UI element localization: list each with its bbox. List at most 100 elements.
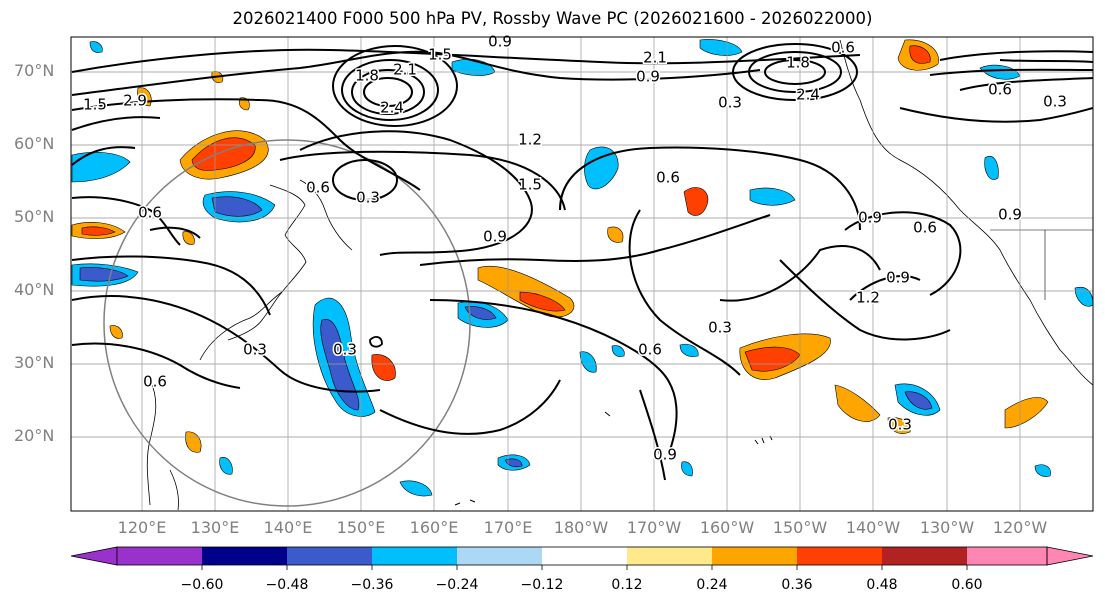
colorbar-segment	[372, 547, 457, 565]
contour-label: 0.6	[831, 39, 855, 57]
contour-label: 0.9	[483, 228, 507, 246]
shade-negative	[611, 345, 625, 357]
contour-label: 2.4	[380, 99, 404, 117]
colorbar-segment	[202, 547, 287, 565]
shade-negative	[451, 59, 496, 76]
shade-positive	[834, 384, 881, 422]
contour-label: 1.8	[355, 67, 379, 85]
shade-positive	[607, 226, 624, 243]
shade-negative	[89, 41, 103, 53]
colorbar-tick-label: 0.12	[611, 577, 643, 593]
shade-positive	[185, 431, 202, 453]
colorbar-segment	[542, 547, 627, 565]
plot-title: 2026021400 F000 500 hPa PV, Rossby Wave …	[232, 9, 873, 28]
colorbar-segment	[967, 547, 1047, 565]
colorbar-tick-label: 0.24	[696, 577, 728, 593]
colorbar-segment	[287, 547, 372, 565]
colorbar-segment	[797, 547, 882, 565]
lon-label: 160°E	[409, 518, 459, 537]
colorbar-tick-label: 0.48	[866, 577, 898, 593]
shade-negative	[219, 457, 233, 475]
lon-label: 170°E	[483, 518, 533, 537]
contour-label: 0.9	[653, 446, 677, 464]
contour-label: 0.3	[356, 189, 380, 207]
shade-negative	[1034, 464, 1051, 477]
contour-label: 0.6	[306, 179, 330, 197]
shade-negative	[699, 39, 743, 56]
shade-negative	[464, 306, 497, 320]
contour-label: 2.4	[796, 86, 820, 104]
contour-label: 0.9	[886, 269, 910, 287]
lat-label-40n: 40°N	[14, 280, 55, 299]
colorbar-tick-label: −0.48	[265, 577, 309, 593]
shade-negative	[681, 461, 693, 477]
shade-positive	[887, 417, 911, 434]
lon-label: 150°W	[772, 518, 828, 537]
lon-label: 140°E	[263, 518, 313, 537]
colorbar-segment	[627, 547, 712, 565]
contour-label: 0.3	[243, 341, 267, 359]
contour-label: 0.9	[858, 209, 882, 227]
lon-label: 120°W	[992, 518, 1048, 537]
gridlines	[71, 37, 1093, 511]
lat-label-20n: 20°N	[14, 426, 55, 445]
contour-label: 1.5	[83, 96, 107, 114]
colorbar-tick-label: −0.36	[350, 577, 394, 593]
contour-label: 0.6	[138, 204, 162, 222]
shade-positive	[81, 226, 116, 236]
shade-positive	[1004, 397, 1049, 429]
contour-label: 1.2	[856, 289, 880, 307]
contour-label: 0.3	[1043, 93, 1067, 111]
colorbar-tick-label: −0.12	[520, 577, 564, 593]
shade-positive	[238, 97, 250, 111]
contour-label: 0.3	[333, 341, 357, 359]
contour-label: 0.3	[718, 94, 742, 112]
contour-label: 1.2	[518, 131, 542, 149]
shade-positive	[683, 187, 709, 216]
map-area	[71, 37, 1093, 511]
contour-label: 1.5	[428, 46, 452, 64]
shade-negative	[984, 156, 999, 180]
contour-label: 1.5	[518, 176, 542, 194]
shade-positive	[909, 45, 931, 64]
shade-positive	[371, 354, 396, 381]
reference-circle	[103, 139, 471, 507]
lon-label: 160°W	[699, 518, 755, 537]
colorbar-tick-label: −0.24	[435, 577, 479, 593]
contour-label: 2.1	[393, 61, 417, 79]
contour-label: 0.6	[143, 373, 167, 391]
shade-positive	[182, 231, 195, 245]
colorbar-segment	[457, 547, 542, 565]
map-frame	[70, 36, 1094, 512]
colorbar-extend-right	[1046, 546, 1094, 566]
contour-label: 0.9	[636, 68, 660, 86]
lon-label: 150°E	[336, 518, 386, 537]
contour-label: 0.9	[998, 206, 1022, 224]
colorbar-tick-label: 0.60	[951, 577, 983, 593]
lat-label-60n: 60°N	[14, 134, 55, 153]
shade-negative	[904, 391, 933, 410]
contour-label: 0.3	[708, 319, 732, 337]
shade-negative	[399, 480, 433, 497]
colorbar-segment	[712, 547, 797, 565]
colorbar-extend-left	[70, 546, 118, 566]
colorbar-tick-label: 0.36	[781, 577, 813, 593]
lat-label-50n: 50°N	[14, 207, 55, 226]
lon-label: 180°W	[553, 518, 609, 537]
lon-label: 140°W	[845, 518, 901, 537]
contour-label: 2.9	[123, 92, 147, 110]
lon-label: 130°W	[919, 518, 975, 537]
shade-negative	[679, 343, 699, 357]
shade-negative	[579, 351, 597, 373]
colorbar-segment	[882, 547, 967, 565]
contour-label: 0.6	[988, 81, 1012, 99]
shade-positive	[109, 325, 123, 339]
pv-contours	[71, 43, 1093, 481]
colorbar-tick-label: −0.60	[180, 577, 224, 593]
contour-label: 0.6	[656, 169, 680, 187]
shade-negative	[79, 267, 129, 282]
lon-label: 130°E	[190, 518, 240, 537]
contour-label: 2.1	[643, 49, 667, 67]
lat-label-70n: 70°N	[14, 61, 55, 80]
